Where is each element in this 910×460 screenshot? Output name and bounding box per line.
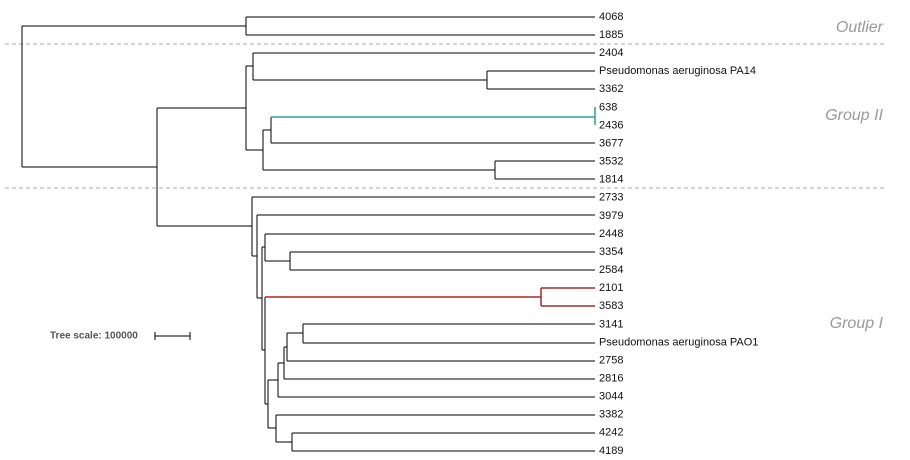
leaf-label: 2733 [599, 192, 623, 204]
scale-bar [154, 332, 191, 340]
leaf-label: 2584 [599, 264, 623, 276]
leaf-label: 3583 [599, 300, 623, 312]
leaf-label: 3979 [599, 210, 623, 222]
leaf-label: 1814 [599, 174, 623, 186]
group-label: Group I [830, 315, 884, 332]
leaf-label: Pseudomonas aeruginosa PAO1 [599, 336, 758, 348]
leaf-label: 2758 [599, 354, 623, 366]
leaf-label: 4189 [599, 445, 623, 457]
leaf-label: 638 [599, 101, 617, 113]
leaf-label: 2816 [599, 373, 623, 385]
group-label: Group II [825, 107, 883, 124]
leaf-label: 4068 [599, 11, 623, 23]
leaf-label: 2404 [599, 47, 623, 59]
leaf-label: 3354 [599, 246, 623, 258]
leaf-label: 3382 [599, 409, 623, 421]
leaf-label: 3141 [599, 318, 623, 330]
branch [245, 16, 595, 36]
leaf-label: 3677 [599, 137, 623, 149]
leaf-label: 2101 [599, 282, 623, 294]
leaf-label: 4242 [599, 427, 623, 439]
branches [21, 16, 596, 452]
leaf-label: 3532 [599, 156, 623, 168]
branch [21, 25, 246, 168]
group-label: Outlier [836, 19, 884, 36]
tree-scale-label: Tree scale: 100000 [50, 331, 138, 342]
branch [156, 107, 252, 227]
leaf-label: 2448 [599, 228, 623, 240]
leaf-label: 3044 [599, 391, 623, 403]
leaf-label: 1885 [599, 29, 623, 41]
leaf-labels: 4068 1885 2404 Pseudomonas aeruginosa PA14 3… [599, 11, 758, 457]
leaf-label: 2436 [599, 119, 623, 131]
leaf-label: 3362 [599, 83, 623, 95]
highlight-branch [265, 287, 595, 307]
branch [245, 52, 595, 180]
leaf-label: Pseudomonas aeruginosa PA14 [599, 65, 756, 77]
highlight-branch [271, 107, 596, 125]
branch [251, 196, 595, 452]
